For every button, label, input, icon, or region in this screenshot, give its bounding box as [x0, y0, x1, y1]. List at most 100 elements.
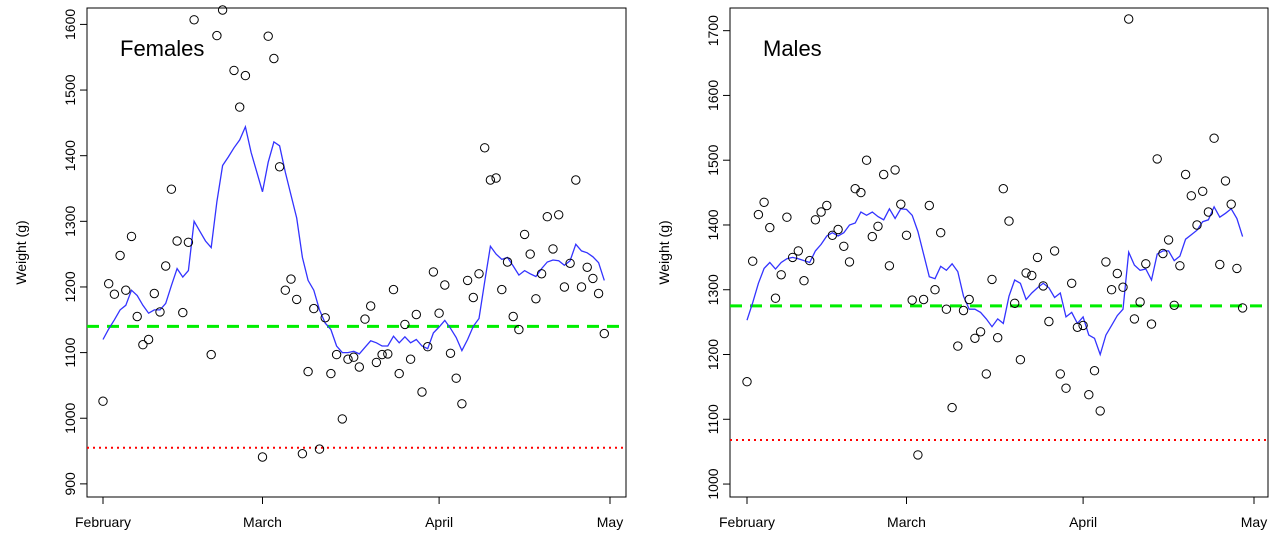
data-point: [366, 301, 376, 311]
data-point: [519, 229, 530, 240]
data-point: [1061, 383, 1071, 393]
data-point: [240, 70, 251, 81]
data-point: [349, 352, 359, 362]
y-tick-label: 1200: [705, 339, 721, 370]
data-point: [770, 293, 781, 303]
data-point: [805, 255, 815, 266]
data-point: [161, 261, 171, 271]
data-point: [1118, 282, 1128, 292]
panel-title: Females: [120, 36, 204, 61]
data-point: [320, 313, 330, 323]
data-point: [753, 209, 764, 220]
data-point: [554, 210, 564, 220]
data-point: [377, 349, 387, 360]
data-point: [1158, 248, 1168, 259]
data-point: [263, 31, 273, 41]
data-point: [138, 340, 148, 350]
y-tick-label: 1300: [62, 206, 78, 237]
data-point: [1163, 235, 1174, 245]
x-tick-label: May: [597, 514, 623, 530]
data-point: [930, 285, 940, 295]
y-tick-label: 1300: [705, 274, 721, 305]
data-point: [856, 187, 866, 198]
data-point: [964, 294, 974, 305]
data-point: [371, 357, 382, 368]
data-point: [292, 294, 302, 305]
data-point: [559, 282, 570, 292]
data-point: [166, 184, 177, 194]
data-point: [827, 230, 838, 241]
data-point: [565, 258, 575, 268]
data-point: [810, 215, 821, 225]
data-point: [1135, 297, 1145, 307]
data-point: [1032, 252, 1043, 263]
data-point: [1072, 322, 1083, 332]
data-point: [787, 252, 798, 263]
data-point: [548, 244, 558, 254]
data-point: [468, 292, 478, 303]
data-point: [1220, 176, 1231, 186]
data-point: [1186, 191, 1197, 201]
data-point: [121, 285, 131, 295]
y-tick-label: 1400: [705, 209, 721, 240]
data-point: [497, 284, 507, 295]
data-point: [326, 368, 336, 379]
data-point: [525, 249, 535, 259]
data-point: [576, 282, 587, 292]
data-point: [212, 30, 222, 41]
data-point: [314, 444, 325, 454]
data-point: [571, 175, 581, 185]
data-point: [1215, 259, 1225, 270]
data-point: [109, 289, 120, 299]
data-point: [1232, 263, 1242, 274]
panel-2: 1000 1100 1200 1300 1400 1500 1600 1700 February…: [656, 7, 1269, 530]
data-point: [360, 314, 370, 324]
data-point: [434, 308, 444, 318]
data-point: [776, 270, 786, 280]
data-point: [1049, 246, 1060, 256]
data-point: [896, 199, 906, 209]
data-point: [987, 274, 997, 285]
data-point: [183, 237, 194, 248]
data-point: [782, 212, 792, 222]
data-point: [924, 200, 934, 211]
data-point: [1237, 303, 1248, 313]
data-point: [235, 102, 245, 112]
data-point: [765, 222, 775, 233]
data-point: [1101, 257, 1111, 267]
data-point: [1084, 390, 1094, 400]
x-tick-label: February: [75, 514, 131, 530]
x-tick-label: April: [425, 514, 453, 530]
fit-line: [746, 205, 1244, 357]
data-point: [388, 284, 399, 295]
data-point: [172, 236, 182, 246]
data-point: [143, 334, 154, 345]
data-point: [189, 15, 199, 25]
x-tick-label: March: [243, 514, 282, 530]
data-point: [742, 377, 752, 387]
data-point: [833, 224, 843, 235]
data-point: [451, 373, 461, 383]
data-point: [1169, 300, 1179, 310]
data-point: [1089, 366, 1100, 376]
data-point: [1203, 207, 1214, 217]
data-point: [269, 53, 279, 64]
y-tick-label: 1100: [705, 404, 721, 434]
data-point: [588, 273, 598, 284]
plot-frame: [729, 7, 1269, 498]
data-point: [462, 275, 473, 286]
data-point: [1129, 314, 1140, 324]
data-point: [440, 280, 450, 290]
data-point: [1078, 320, 1088, 331]
y-tick-label: 1100: [62, 337, 78, 367]
data-point: [799, 276, 809, 286]
y-tick-label: 900: [62, 472, 78, 496]
data-point: [286, 274, 296, 284]
data-point: [303, 366, 313, 377]
data-point: [126, 231, 137, 242]
data-point: [936, 228, 946, 238]
data-point: [485, 175, 496, 185]
data-point: [941, 304, 952, 314]
data-point: [178, 307, 188, 318]
plot-frame: [86, 7, 627, 498]
